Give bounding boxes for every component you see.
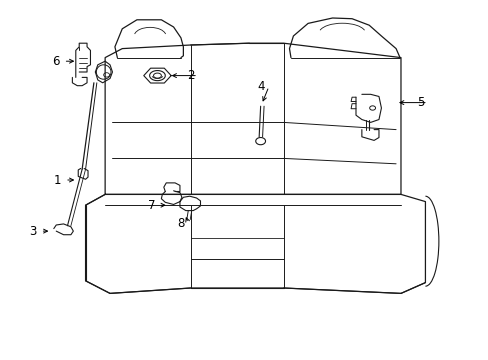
Text: 7: 7: [147, 199, 155, 212]
Text: 2: 2: [186, 69, 194, 82]
Text: 8: 8: [177, 217, 184, 230]
Text: 3: 3: [29, 225, 37, 238]
Text: 4: 4: [257, 80, 265, 93]
Text: 6: 6: [52, 55, 60, 68]
Text: 5: 5: [416, 96, 424, 109]
Text: 1: 1: [54, 174, 61, 186]
